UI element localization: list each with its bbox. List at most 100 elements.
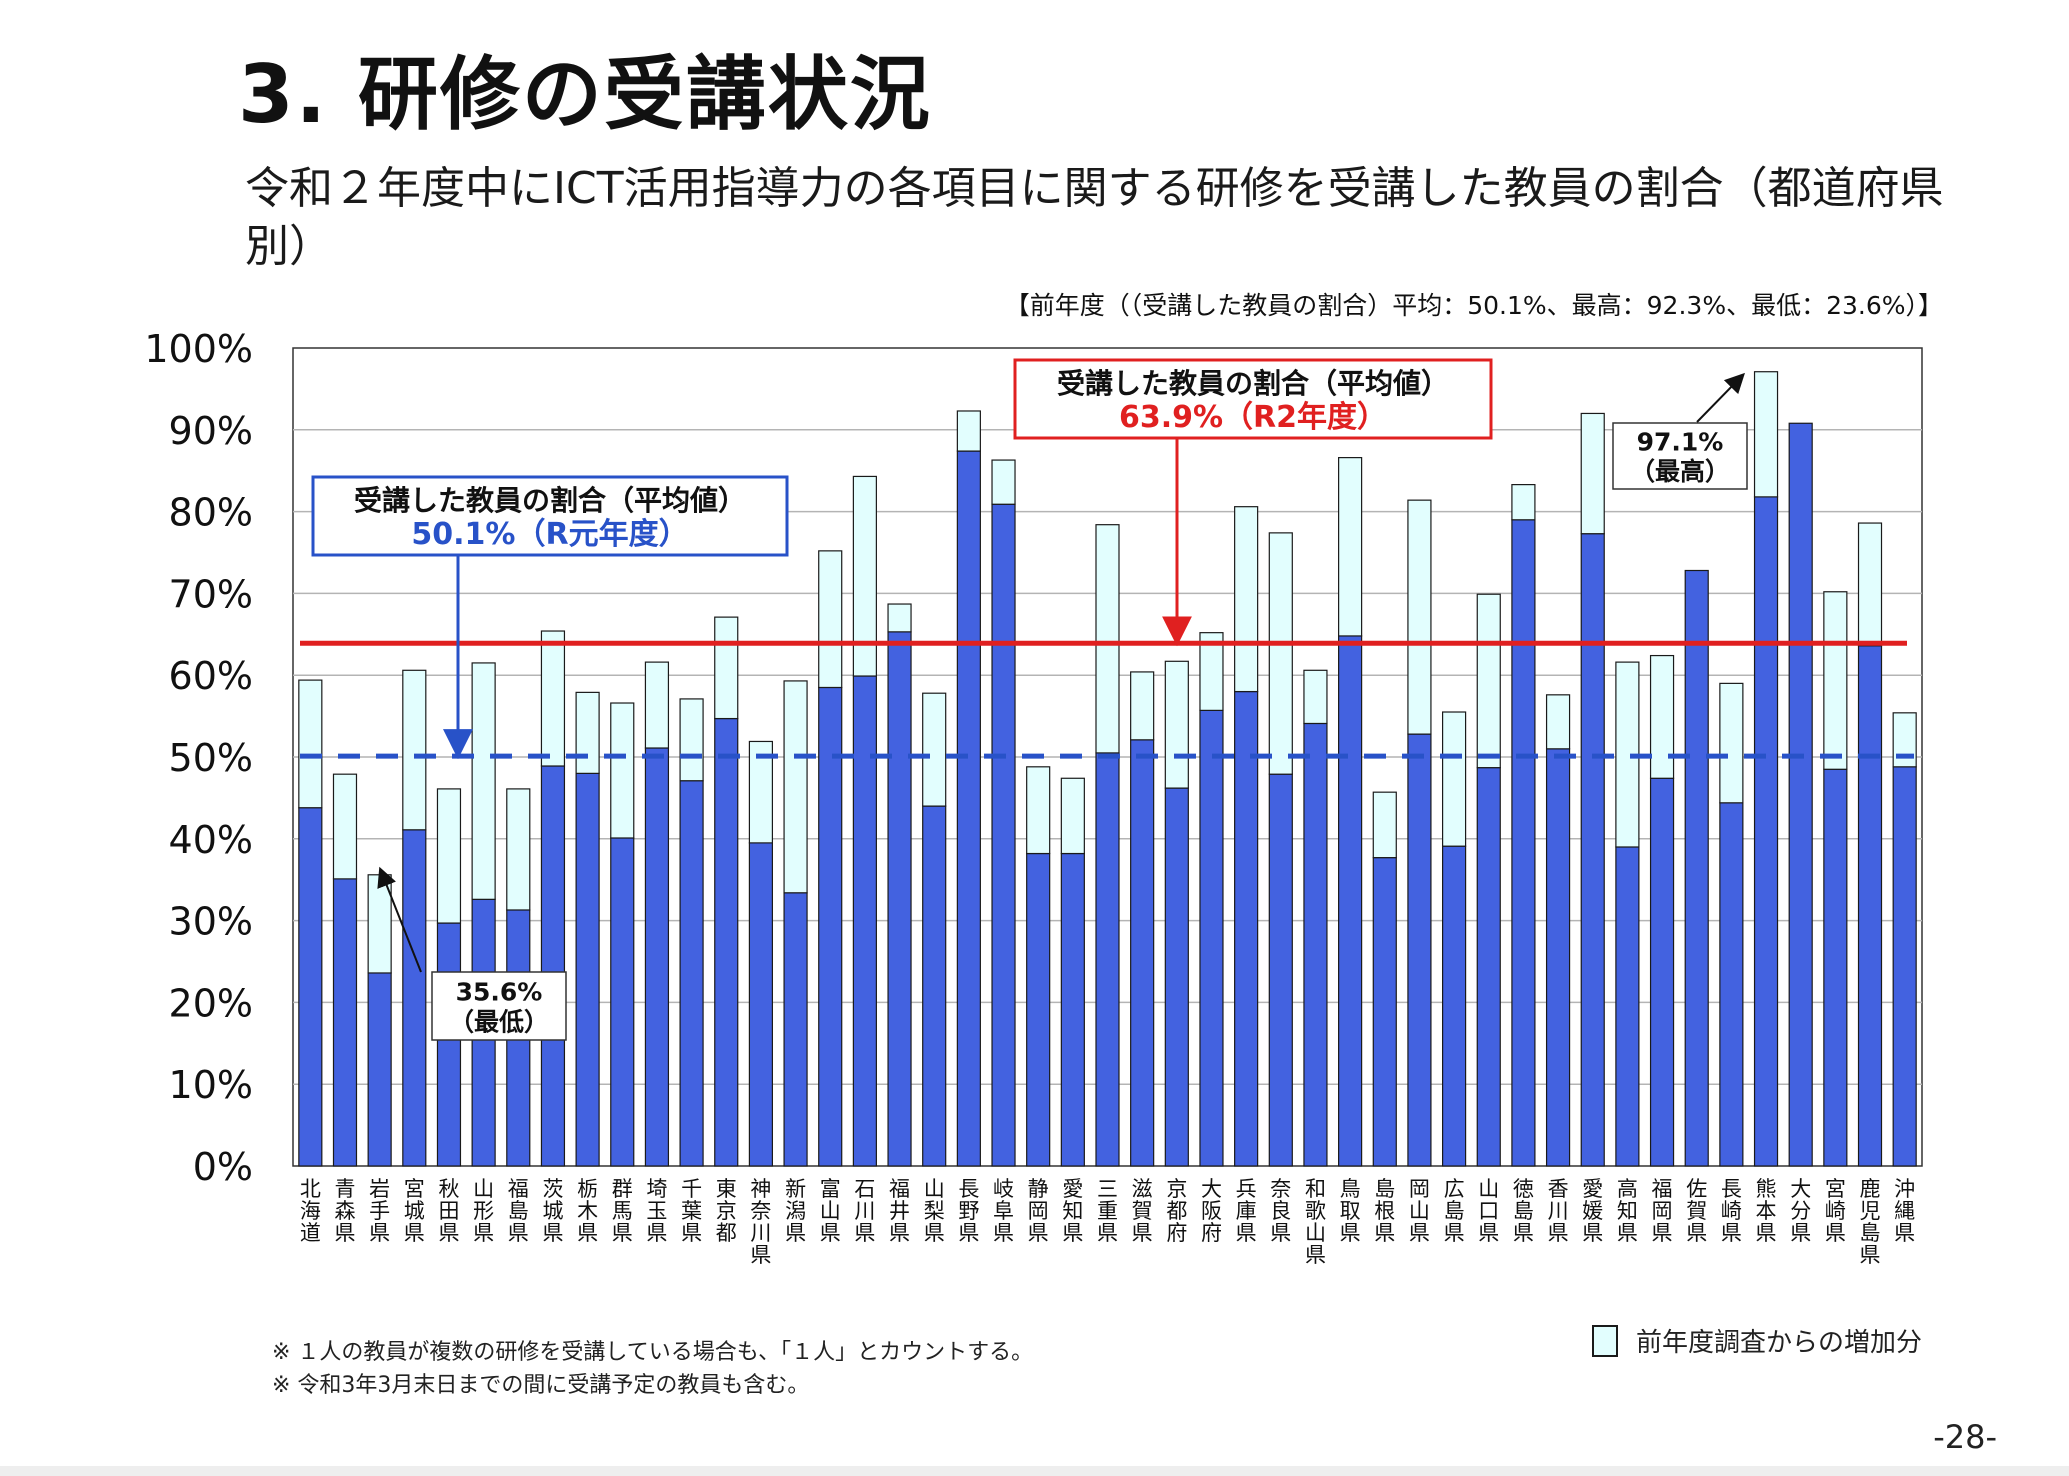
bar-base [1026, 852, 1051, 1167]
y-tick-label: 50% [169, 736, 253, 780]
max-box-line2: （最高） [1630, 457, 1730, 486]
x-tick-label: 奈良県 [1270, 1177, 1291, 1245]
bar-base [1823, 768, 1848, 1167]
bar-increase [1095, 524, 1120, 754]
bar-base [1164, 787, 1189, 1167]
x-tick-label: 京都府 [1166, 1177, 1187, 1245]
bar-increase [922, 692, 947, 807]
bar-base [1060, 852, 1085, 1167]
bar-base [1234, 690, 1259, 1167]
bar-increase [887, 603, 912, 633]
bar-base [1545, 748, 1571, 1167]
x-tick-label: 福島県 [508, 1177, 529, 1245]
bar-base [540, 765, 566, 1167]
legend-swatch-increase [1592, 1324, 1618, 1357]
bar-increase [1164, 660, 1189, 789]
min-box-line2: （最低） [449, 1007, 549, 1036]
page-number: -28- [1933, 1418, 1997, 1456]
bar-increase [783, 680, 808, 894]
x-tick-label: 高知県 [1617, 1177, 1638, 1245]
x-tick-label: 長野県 [958, 1177, 979, 1245]
bar-increase [1580, 412, 1605, 535]
x-tick-label: 東京都 [716, 1177, 737, 1245]
r1-average-box-line1: 受講した教員の割合（平均値） [354, 484, 746, 517]
footnote-2: ※ 令和3年3月末日までの間に受講予定の教員も含む。 [272, 1373, 810, 1398]
r2-average-box-line2: 63.9%（R2年度） [1119, 400, 1387, 435]
bar-increase [1303, 669, 1328, 725]
x-tick-label: 群馬県 [612, 1177, 633, 1245]
bar-base [1649, 777, 1675, 1167]
x-tick-label: 岩手県 [369, 1177, 390, 1245]
x-tick-label: 山梨県 [924, 1177, 945, 1245]
bar-increase [1026, 766, 1051, 855]
bar-base [1892, 766, 1917, 1167]
x-tick-label: 静岡県 [1028, 1177, 1049, 1245]
max-arrow [1696, 372, 1745, 423]
bar-increase [1753, 371, 1779, 498]
bar-base [991, 503, 1016, 1167]
max-box-frame [1612, 422, 1748, 490]
x-tick-label: 島根県 [1374, 1177, 1395, 1245]
y-tick-label: 70% [169, 572, 253, 616]
x-tick-label: 福岡県 [1652, 1177, 1673, 1245]
bar-base [1788, 422, 1813, 1167]
bar-base [1857, 645, 1883, 1167]
x-tick-label: 鹿児島県 [1860, 1177, 1881, 1267]
previous-year-note: 【前年度（（受講した教員の割合）平均：50.1%、最高：92.3%、最低：23.… [1004, 291, 1943, 320]
x-tick-label: 大阪府 [1201, 1177, 1222, 1245]
bottom-strip [0, 1466, 2069, 1476]
legend: 前年度調査からの増加分 [1592, 1322, 1922, 1359]
bar-increase [610, 702, 635, 839]
bar-base [852, 675, 877, 1167]
x-tick-label: 兵庫県 [1236, 1177, 1257, 1245]
bar-increase [714, 616, 739, 720]
x-tick-label: 愛知県 [1062, 1177, 1083, 1245]
bar-increase [1338, 457, 1363, 637]
bar-base [1580, 533, 1605, 1167]
y-tick-label: 90% [169, 409, 253, 453]
x-tick-label: 香川県 [1548, 1177, 1569, 1245]
x-tick-label: 山口県 [1478, 1177, 1499, 1245]
x-tick-label: 山形県 [473, 1177, 494, 1245]
x-tick-label: 福井県 [889, 1177, 910, 1245]
bar-increase [1857, 522, 1883, 647]
x-tick-label: 千葉県 [681, 1177, 702, 1245]
r1-average-box-frame [311, 475, 789, 557]
bar-base [783, 892, 808, 1167]
footnotes: ※ １人の教員が複数の研修を受講している場合も、「１人」とカウントする。 ※ 令… [272, 1336, 1033, 1402]
bar-base [1372, 857, 1397, 1167]
x-tick-label: 宮崎県 [1825, 1177, 1846, 1245]
bar-base [922, 805, 947, 1167]
bar-increase [575, 691, 600, 774]
bar-base [575, 772, 600, 1167]
max-box-line1: 97.1% [1637, 428, 1724, 457]
bar-increase [1407, 499, 1432, 735]
bar-base [1753, 496, 1779, 1167]
bar-base [1130, 739, 1155, 1167]
bar-increase [1199, 632, 1224, 711]
bar-base [367, 972, 392, 1167]
bar-increase [679, 698, 704, 782]
r1-average-box-line2: 50.1%（R元年度） [411, 517, 688, 552]
x-tick-label: 広島県 [1444, 1177, 1465, 1245]
y-tick-label: 100% [144, 327, 253, 371]
bar-increase [1892, 712, 1917, 768]
x-tick-label: 三重県 [1097, 1177, 1118, 1245]
x-tick-label: 石川県 [854, 1177, 875, 1245]
bar-increase [991, 459, 1016, 505]
x-tick-label: 滋賀県 [1132, 1177, 1153, 1245]
bar-base [402, 829, 427, 1167]
x-tick-label: 神奈川県 [750, 1177, 771, 1267]
bar-increase [644, 661, 670, 749]
bar-increase [1476, 593, 1501, 769]
y-tick-label: 20% [169, 981, 253, 1025]
bar-increase [818, 550, 843, 689]
bar-increase [540, 630, 566, 767]
bar-increase [506, 788, 531, 911]
x-tick-label: 岡山県 [1409, 1177, 1430, 1245]
bar-base [332, 878, 358, 1167]
bar-increase [471, 662, 496, 900]
bar-increase [1545, 694, 1571, 750]
bar-base [1684, 569, 1709, 1167]
